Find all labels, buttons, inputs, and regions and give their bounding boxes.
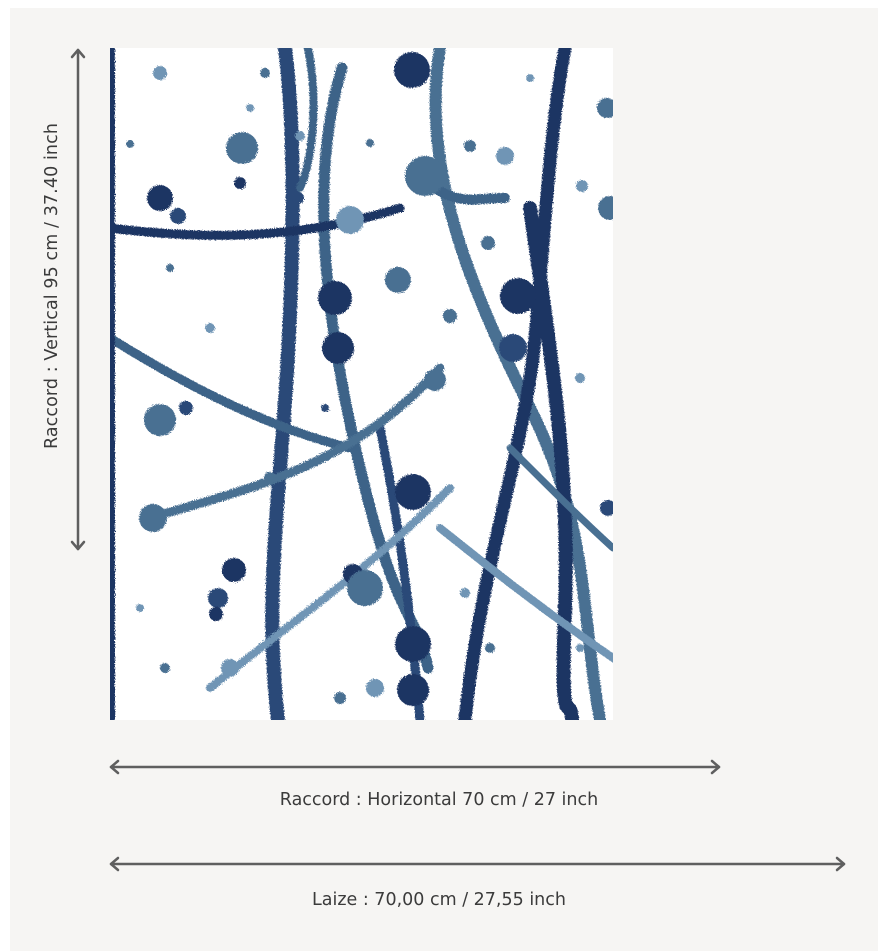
vertical-repeat-label: Raccord : Vertical 95 cm / 37.40 inch — [42, 122, 62, 450]
width-label: Laize : 70,00 cm / 27,55 inch — [312, 890, 566, 910]
wallpaper-pattern-image — [110, 48, 613, 720]
horizontal-repeat-label: Raccord : Horizontal 70 cm / 27 inch — [279, 790, 599, 810]
